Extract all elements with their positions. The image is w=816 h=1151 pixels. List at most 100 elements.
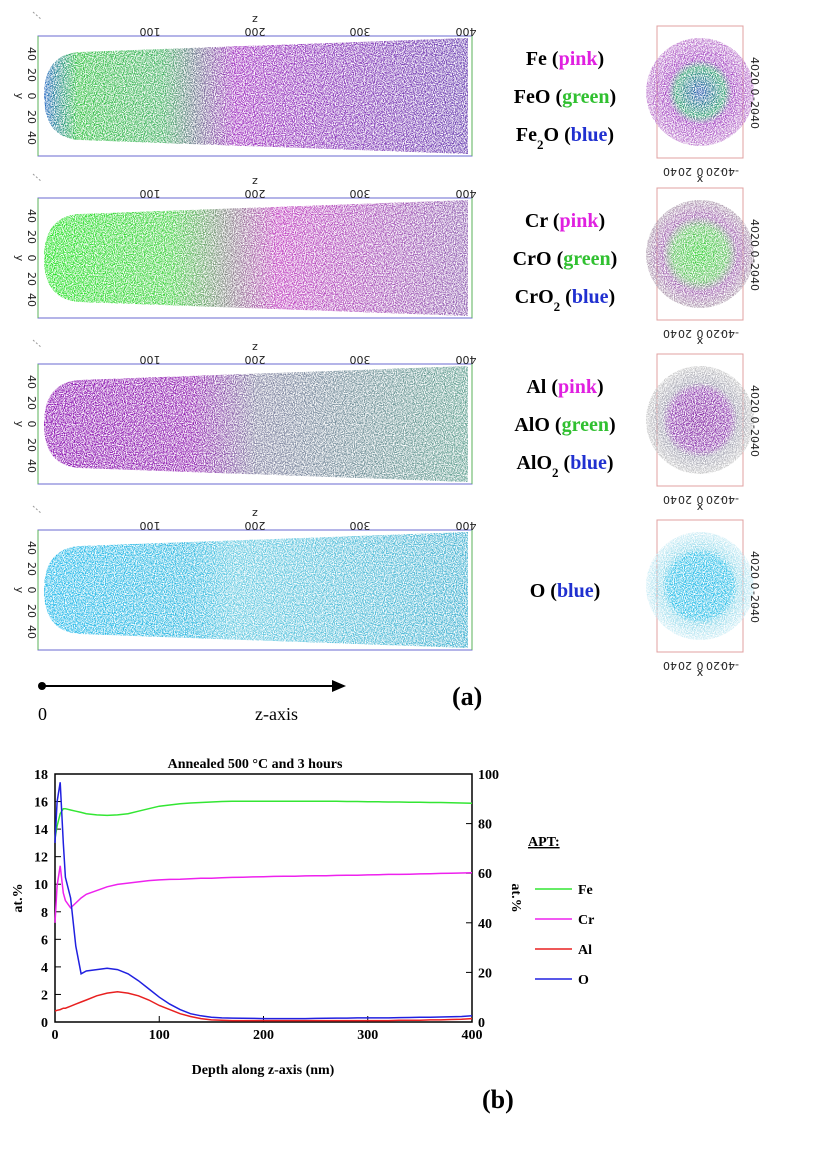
label-part: green — [563, 248, 610, 270]
label-part: Fe — [516, 124, 537, 146]
z-tick-label: 300 — [350, 353, 371, 366]
label-part: ) — [607, 452, 614, 474]
panel-label: (b) — [482, 1085, 514, 1114]
section-y-tick: 0 — [748, 251, 761, 258]
y-tick-label: 16 — [34, 796, 48, 811]
section-x-tick: -40 — [721, 165, 739, 178]
specimen-marker — [32, 11, 43, 21]
label-part: ) — [594, 580, 601, 602]
label-part: ( — [560, 286, 572, 308]
section-x-tick: -20 — [706, 165, 724, 178]
specimen-marker — [32, 505, 43, 515]
x-tick-label: 100 — [149, 1028, 170, 1043]
label-part: Al — [526, 376, 546, 398]
label-part: ( — [559, 452, 571, 474]
section-y-tick: -40 — [748, 439, 761, 457]
x-tick-label: 400 — [462, 1028, 483, 1043]
section-y-tick: 0 — [748, 583, 761, 590]
species-label: AlO2 (blue) — [516, 452, 613, 480]
y-tick-label: 0 — [41, 1016, 48, 1031]
legend-label: Fe — [578, 883, 593, 898]
section-y-tick: 40 — [748, 57, 761, 71]
series-line — [54, 800, 473, 839]
section-x-tick: 40 — [663, 327, 677, 340]
atom-cloud — [44, 200, 468, 316]
specimen-marker — [32, 173, 43, 183]
y-tick-label: 6 — [41, 933, 48, 948]
z-axis-title: z — [252, 13, 258, 26]
section-y-tick: -20 — [748, 591, 761, 609]
arrow-label: z-axis — [255, 704, 298, 724]
z-axis-title: z — [252, 507, 258, 520]
section-x-tick: 20 — [678, 165, 692, 178]
y2-tick-label: 80 — [478, 818, 492, 833]
label-part: ( — [552, 248, 564, 270]
legend-title: APT: — [528, 835, 560, 850]
label-part: ( — [548, 210, 560, 232]
y-tick-label: 12 — [34, 851, 48, 866]
legend-label: O — [578, 973, 589, 988]
z-tick-label: 400 — [456, 25, 477, 38]
panel-label: (a) — [452, 682, 482, 711]
y-axis-title: at.% — [11, 883, 26, 912]
y-axis-title: y — [13, 255, 26, 262]
label-part: AlO — [514, 414, 550, 436]
label-part: blue — [571, 124, 608, 146]
section-x-tick: 20 — [678, 659, 692, 672]
section-x-tick: 40 — [663, 165, 677, 178]
arrow-start-label: 0 — [38, 704, 47, 724]
y-tick-label: 40 — [25, 541, 38, 555]
label-part: pink — [559, 48, 599, 70]
species-label: Cr (pink) — [525, 210, 605, 232]
y-tick-label: 20 — [25, 396, 38, 410]
z-tick-label: 200 — [245, 519, 266, 532]
y-tick-label: 0 — [25, 255, 38, 262]
section-x-tick: 20 — [678, 327, 692, 340]
label-part: ( — [545, 580, 557, 602]
y-tick-label: 40 — [25, 625, 38, 639]
section-x-tick: 0 — [697, 493, 704, 506]
label-part: ) — [607, 124, 614, 146]
label-part: ) — [598, 48, 605, 70]
section-cloud — [646, 38, 754, 146]
label-part: ( — [550, 86, 562, 108]
z-tick-label: 400 — [456, 353, 477, 366]
species-label: AlO (green) — [514, 414, 615, 436]
y-tick-label: 40 — [25, 209, 38, 223]
z-tick-label: 100 — [140, 187, 161, 200]
y-axis-title: y — [13, 421, 26, 428]
section-y-tick: 40 — [748, 219, 761, 233]
label-part: ( — [550, 414, 562, 436]
y-tick-label: 40 — [25, 375, 38, 389]
label-part: ( — [559, 124, 571, 146]
legend-label: Al — [578, 943, 592, 958]
x-axis-title: Depth along z-axis (nm) — [192, 1063, 335, 1078]
species-label: O (blue) — [530, 580, 601, 602]
section-x-tick: -20 — [706, 659, 724, 672]
label-part: pink — [558, 376, 598, 398]
section-y-tick: 20 — [748, 71, 761, 85]
label-part: blue — [570, 452, 607, 474]
section-y-tick: 20 — [748, 565, 761, 579]
y-tick-label: 40 — [25, 459, 38, 473]
section-x-tick: -40 — [721, 659, 739, 672]
z-tick-label: 200 — [245, 187, 266, 200]
y-tick-label: 14 — [34, 823, 48, 838]
species-label: CrO2 (blue) — [515, 286, 615, 314]
label-part: green — [562, 86, 609, 108]
section-x-tick: 20 — [678, 493, 692, 506]
z-axis-title: z — [252, 341, 258, 354]
section-y-tick: -20 — [748, 259, 761, 277]
y2-tick-label: 0 — [478, 1016, 485, 1031]
z-tick-label: 300 — [350, 25, 371, 38]
label-part: ) — [597, 376, 604, 398]
label-part: blue — [557, 580, 594, 602]
y-tick-label: 20 — [25, 110, 38, 124]
label-part: ( — [546, 376, 558, 398]
y-tick-label: 20 — [25, 230, 38, 244]
section-x-title: x — [697, 500, 704, 513]
section-y-tick: 0 — [748, 417, 761, 424]
